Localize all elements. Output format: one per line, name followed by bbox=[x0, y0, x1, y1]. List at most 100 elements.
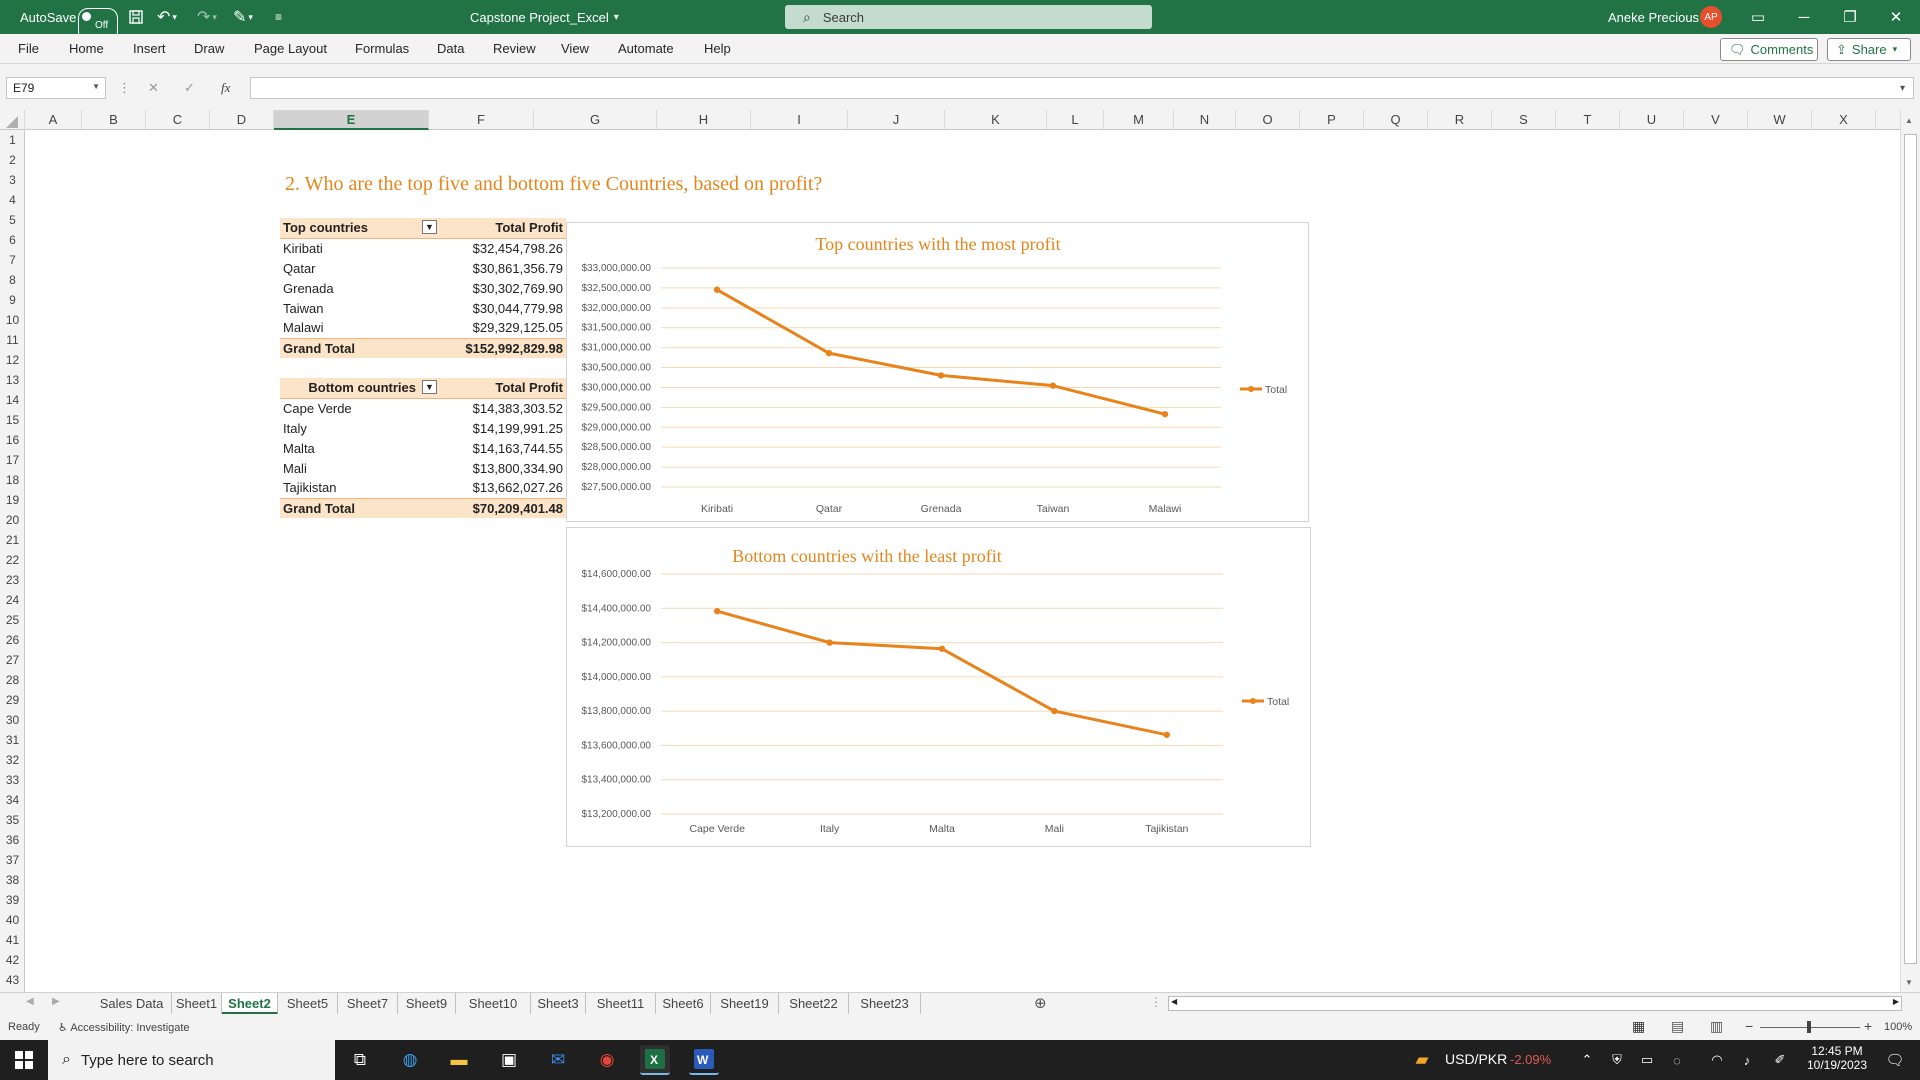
notifications-icon[interactable]: 🗨 bbox=[1885, 1052, 1905, 1069]
restore-icon[interactable]: ❐ bbox=[1843, 9, 1857, 26]
column-header-g[interactable]: G bbox=[534, 110, 657, 130]
top-countries-pivot[interactable]: Top countries ▼ Total Profit Kiribati $32,… bbox=[280, 218, 566, 358]
cancel-icon[interactable]: ✕ bbox=[148, 80, 159, 95]
share-button[interactable]: ⇪ Share ▾ bbox=[1827, 38, 1911, 61]
enter-icon[interactable]: ✓ bbox=[184, 80, 195, 95]
normal-view-icon[interactable]: ▦ bbox=[1632, 1018, 1646, 1034]
volume-icon[interactable]: ♪ bbox=[1743, 1052, 1751, 1068]
scroll-up-icon[interactable]: ▲ bbox=[1905, 116, 1913, 125]
formula-input[interactable] bbox=[250, 77, 1914, 99]
user-name[interactable]: Aneke Precious bbox=[1608, 9, 1700, 25]
pen-icon[interactable]: ✐ bbox=[1774, 1052, 1786, 1067]
file-explorer-icon[interactable]: ▬ bbox=[450, 1050, 468, 1069]
sheet-tab[interactable]: Sheet7 bbox=[338, 993, 398, 1015]
horizontal-scrollbar[interactable]: ◀ ▶ bbox=[1168, 996, 1902, 1011]
row-header[interactable]: 12 bbox=[5, 353, 20, 367]
insert-function-icon[interactable]: fx bbox=[221, 77, 230, 99]
sheet-tab[interactable]: Sheet22 bbox=[779, 993, 849, 1015]
next-sheet-icon[interactable]: ▶ bbox=[52, 996, 60, 1007]
column-header-c[interactable]: C bbox=[146, 110, 210, 130]
row-header[interactable]: 32 bbox=[5, 753, 20, 767]
row-header[interactable]: 18 bbox=[5, 473, 20, 487]
column-header-p[interactable]: P bbox=[1300, 110, 1364, 130]
row-header[interactable]: 40 bbox=[5, 913, 20, 927]
sheet-tab[interactable]: Sheet10 bbox=[456, 993, 531, 1015]
top-countries-chart[interactable]: Top countries with the most profit $33,00… bbox=[566, 222, 1309, 522]
row-header[interactable]: 5 bbox=[9, 213, 16, 227]
row-header[interactable]: 17 bbox=[5, 453, 20, 467]
menu-formulas[interactable]: Formulas bbox=[355, 41, 410, 56]
undo-icon[interactable]: ↶ ▾ bbox=[157, 9, 177, 26]
row-header[interactable]: 11 bbox=[6, 333, 19, 347]
show-hidden-icons-icon[interactable]: ⌃ bbox=[1581, 1052, 1593, 1067]
menu-automate[interactable]: Automate bbox=[618, 41, 674, 56]
zoom-slider-thumb[interactable] bbox=[1807, 1021, 1811, 1033]
chrome-icon[interactable]: ◉ bbox=[599, 1050, 615, 1069]
row-header[interactable]: 21 bbox=[5, 533, 20, 547]
column-header-n[interactable]: N bbox=[1174, 110, 1236, 130]
comments-button[interactable]: 🗨 Comments bbox=[1720, 38, 1818, 61]
defender-icon[interactable]: ⛨ bbox=[1612, 1052, 1622, 1067]
row-header[interactable]: 28 bbox=[5, 673, 20, 687]
column-header-k[interactable]: K bbox=[945, 110, 1047, 130]
column-header-t[interactable]: T bbox=[1556, 110, 1620, 130]
windows-start-icon[interactable] bbox=[9, 1045, 39, 1075]
row-header[interactable]: 22 bbox=[5, 553, 20, 567]
filter-icon[interactable]: ▼ bbox=[422, 380, 437, 395]
store-icon[interactable]: ▣ bbox=[500, 1050, 518, 1069]
row-header[interactable]: 19 bbox=[5, 493, 20, 507]
avatar[interactable]: AP bbox=[1700, 6, 1722, 28]
sheet-tab[interactable]: Sheet6 bbox=[656, 993, 711, 1015]
column-header-h[interactable]: H bbox=[657, 110, 751, 130]
column-header-l[interactable]: L bbox=[1047, 110, 1104, 130]
sheet-tab[interactable]: Sheet2 bbox=[222, 993, 278, 1015]
add-sheet-icon[interactable]: ⊕ bbox=[1034, 995, 1047, 1012]
row-header[interactable]: 16 bbox=[5, 433, 20, 447]
name-box[interactable]: E79 ▼ bbox=[6, 77, 106, 99]
sheet-tab[interactable]: Sheet23 bbox=[849, 993, 921, 1015]
row-header[interactable]: 8 bbox=[9, 273, 16, 287]
menu-draw[interactable]: Draw bbox=[194, 41, 225, 56]
column-header-f[interactable]: F bbox=[429, 110, 534, 130]
menu-home[interactable]: Home bbox=[69, 41, 104, 56]
column-header-j[interactable]: J bbox=[848, 110, 945, 130]
row-header[interactable]: 30 bbox=[5, 713, 20, 727]
column-header-v[interactable]: V bbox=[1684, 110, 1748, 130]
sheet-tab[interactable]: Sheet11 bbox=[586, 993, 656, 1015]
task-view-icon[interactable]: ⧉ bbox=[353, 1050, 367, 1069]
page-break-view-icon[interactable]: ▥ bbox=[1710, 1018, 1724, 1034]
row-header[interactable]: 3 bbox=[9, 173, 16, 187]
row-header[interactable]: 14 bbox=[5, 393, 20, 407]
sheet-tab[interactable]: Sheet19 bbox=[711, 993, 779, 1015]
menu-view[interactable]: View bbox=[561, 41, 589, 56]
row-header[interactable]: 4 bbox=[9, 193, 16, 207]
sheet-tab[interactable]: Sales Data bbox=[92, 993, 172, 1015]
sheet-tab[interactable]: Sheet3 bbox=[531, 993, 586, 1015]
menu-review[interactable]: Review bbox=[493, 41, 536, 56]
column-header-i[interactable]: I bbox=[751, 110, 848, 130]
column-header-o[interactable]: O bbox=[1236, 110, 1300, 130]
row-header[interactable]: 36 bbox=[5, 833, 20, 847]
scroll-down-icon[interactable]: ▼ bbox=[1905, 978, 1913, 987]
clock[interactable]: 12:45 PM 10/19/2023 bbox=[1802, 1044, 1872, 1072]
worksheet[interactable]: 2. Who are the top five and bottom five … bbox=[25, 130, 1900, 992]
row-header[interactable]: 27 bbox=[5, 653, 20, 667]
column-header-u[interactable]: U bbox=[1620, 110, 1684, 130]
wifi-icon[interactable]: ◠ bbox=[1711, 1052, 1723, 1067]
menu-help[interactable]: Help bbox=[704, 41, 731, 56]
minimize-icon[interactable]: ─ bbox=[1798, 8, 1810, 26]
row-header[interactable]: 37 bbox=[5, 853, 20, 867]
row-header[interactable]: 9 bbox=[9, 293, 16, 307]
row-header[interactable]: 34 bbox=[5, 793, 20, 807]
menu-page-layout[interactable]: Page Layout bbox=[254, 41, 328, 56]
close-icon[interactable]: ✕ bbox=[1889, 9, 1903, 26]
column-header-w[interactable]: W bbox=[1748, 110, 1812, 130]
column-header-a[interactable]: A bbox=[25, 110, 82, 130]
edge-icon[interactable]: ◍ bbox=[402, 1050, 418, 1069]
zoom-level[interactable]: 100% bbox=[1884, 1021, 1913, 1033]
customize-toolbar-icon[interactable]: ≡ bbox=[275, 10, 283, 24]
menu-insert[interactable]: Insert bbox=[133, 41, 166, 56]
vertical-scrollbar[interactable]: ▲ ▼ bbox=[1900, 110, 1920, 992]
row-header[interactable]: 35 bbox=[5, 813, 20, 827]
select-all-corner[interactable] bbox=[0, 110, 25, 130]
